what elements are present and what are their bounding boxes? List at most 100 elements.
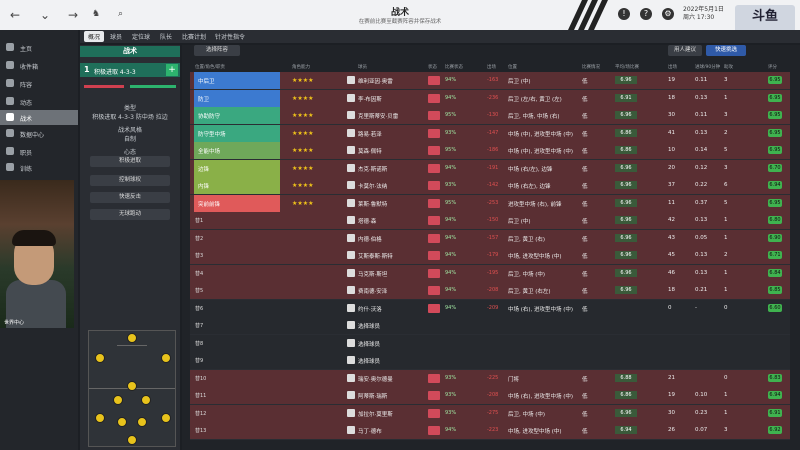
tactic-selector[interactable]: 1 积极进取 4-3-3 +	[80, 63, 180, 77]
search-icon[interactable]: ⌕	[118, 9, 124, 19]
col-player[interactable]: 球员	[358, 65, 367, 70]
col-appearances[interactable]: 出场	[668, 65, 677, 70]
player-dot[interactable]	[127, 333, 137, 343]
tab-players[interactable]: 球员	[110, 34, 123, 41]
tab-set-pieces[interactable]: 定位球	[132, 34, 151, 41]
table-row[interactable]: 突前前锋 ★★★★ 莱斯·鲁默特 95% -253 进攻型中场 (右), 前锋 低 6.96 1…	[190, 194, 790, 213]
table-row[interactable]: 防卫 ★★★★ 李·布因斯 94% -236 后卫 (左/右, 黄卫 (左) 低 6.91 18…	[190, 89, 790, 108]
col-apps[interactable]: 出场	[487, 65, 496, 70]
table-row[interactable]: 内锋 ★★★★ 卡莫尔·法纳 93% -142 中场 (右左), 边锋 低 6.96 37 0.2…	[190, 177, 790, 195]
table-row[interactable]: 替9 选择球员	[190, 352, 790, 370]
table-row[interactable]: 替13 马丁·德布 94% -223 中场, 进攻型中场 (中) 低 6.94 26 0.07 3…	[190, 422, 790, 440]
col-assists[interactable]: 助攻	[724, 65, 733, 70]
player-name[interactable]: 马丁·德布	[358, 429, 382, 435]
forward-arrow-icon[interactable]: →	[68, 8, 79, 22]
col-avg-rating[interactable]: 平均/场比赛	[615, 65, 640, 70]
sidebar-item-home[interactable]: 主页	[0, 40, 78, 55]
player-dot[interactable]	[95, 353, 105, 363]
player-name[interactable]: 路易·若泽	[358, 131, 382, 138]
table-row[interactable]: 替4 马克斯·斯坦 94% -195 后卫, 中场 (中) 低 6.96 46 0.13 1 6.8…	[190, 264, 790, 283]
table-row[interactable]: 替1 塔德·森 94% -150 后卫 (中) 低 6.96 42 0.13 1 6.80	[190, 212, 790, 230]
player-dot[interactable]	[161, 353, 171, 363]
table-row[interactable]: 替7 选择球员	[190, 317, 790, 335]
table-row[interactable]: 替12 加拉尔·莫里斯 93% -275 后卫, 中场 (中) 低 6.96 30 0.23 1 6…	[190, 404, 790, 423]
sidebar-item-data-hub[interactable]: 数据中心	[0, 126, 78, 141]
player-name[interactable]: 莫森·佩特	[358, 149, 382, 155]
position-role-cell[interactable]: 协助防守	[194, 107, 280, 124]
table-row[interactable]: 防守型中场 ★★★★ 路易·若泽 93% -147 中场 (中), 进攻型中场 (中) 低 6…	[190, 124, 790, 143]
player-name[interactable]: 选择球员	[358, 341, 381, 348]
col-role-ability[interactable]: 角色能力	[292, 65, 310, 70]
tab-overview[interactable]: 概况	[84, 31, 105, 42]
sidebar-item-squad[interactable]: 阵容	[0, 76, 78, 91]
position-role-cell[interactable]: 防守型中场	[194, 124, 280, 142]
player-name[interactable]: 阿蒂斯·瑞斯	[358, 394, 388, 400]
col-match-status[interactable]: 比赛情况	[582, 65, 600, 70]
player-dot[interactable]	[113, 395, 123, 405]
player-name[interactable]: 李·布因斯	[358, 96, 382, 103]
quick-pick-button[interactable]: 快速挑选	[706, 45, 746, 56]
sidebar-item-staff[interactable]: 职员	[0, 144, 78, 159]
sidebar-item-training[interactable]: 训练	[0, 160, 78, 175]
player-name[interactable]: 杰克·斯诺斯	[358, 166, 388, 173]
sidebar-item-tactics[interactable]: 战术	[0, 110, 78, 125]
player-name[interactable]: 莱斯·鲁默特	[358, 201, 388, 208]
col-match-fitness[interactable]: 比赛状态	[445, 65, 463, 70]
player-name[interactable]: 费南德·安泽	[358, 289, 388, 295]
player-name[interactable]: 内德·伯格	[358, 236, 382, 243]
col-position[interactable]: 位置/角色/职责	[195, 65, 226, 70]
sidebar-item-dynamics[interactable]: 动态	[0, 94, 78, 109]
player-name[interactable]: 选择球员	[358, 359, 381, 365]
back-arrow-icon[interactable]: ←	[10, 8, 21, 22]
table-row[interactable]: 替8 选择球员	[190, 334, 790, 353]
table-row[interactable]: 替6 约什·沃洛 94% -209 中场 (右), 进攻型中场 (中) 低 0 - 0 6.60	[190, 299, 790, 318]
table-row[interactable]: 替2 内德·伯格 94% -157 后卫, 黄卫 (右) 低 6.96 43 0.05 1 6.90	[190, 229, 790, 248]
mentality-dropdown[interactable]: 积极进取	[90, 156, 170, 167]
player-dot[interactable]	[127, 381, 137, 391]
player-name[interactable]: 加拉尔·莫里斯	[358, 411, 393, 418]
col-rating[interactable]: 评分	[768, 65, 777, 70]
player-name[interactable]: 维利亚因·奥雷	[358, 79, 393, 85]
bulb-icon[interactable]: !	[618, 8, 630, 20]
position-role-cell[interactable]: 防卫	[194, 89, 280, 107]
help-icon[interactable]: ?	[640, 8, 652, 20]
player-dot[interactable]	[141, 395, 151, 405]
assistant-button[interactable]: 用人建议	[668, 45, 702, 56]
position-role-cell[interactable]: 全能中场	[194, 142, 280, 159]
player-name[interactable]: 瑞安·奥尔德曼	[358, 376, 393, 383]
table-row[interactable]: 替5 费南德·安泽 94% -208 后卫, 黄卫 (右左) 低 6.96 18 0.21 1 6.…	[190, 282, 790, 300]
player-name[interactable]: 塔德·森	[358, 219, 377, 225]
position-role-cell[interactable]: 内锋	[194, 177, 280, 194]
table-row[interactable]: 协助防守 ★★★★ 克里斯蒂安·贝雷 95% -130 后卫, 中场, 中场 (右) 低 6.…	[190, 107, 790, 125]
col-positions[interactable]: 位置	[508, 65, 517, 70]
gear-icon[interactable]: ⚙	[662, 8, 674, 20]
player-name[interactable]: 约什·沃洛	[358, 306, 382, 313]
possession-button[interactable]: 控制球权	[90, 175, 170, 186]
player-name[interactable]: 选择球员	[358, 324, 381, 330]
position-role-cell[interactable]: 中后卫	[194, 72, 280, 89]
table-row[interactable]: 替11 阿蒂斯·瑞斯 93% -208 中场 (右), 进攻型中场 (中) 低 6.86 19…	[190, 387, 790, 405]
col-condition[interactable]: 状态	[428, 65, 437, 70]
club-logo-icon[interactable]: ♞	[92, 9, 101, 19]
movement-button[interactable]: 无球跑动	[90, 209, 170, 220]
position-role-cell[interactable]: 边锋	[194, 159, 280, 177]
tab-opposition[interactable]: 针对性指令	[215, 34, 246, 41]
tactics-header[interactable]: 战术	[80, 46, 180, 57]
player-name[interactable]: 克里斯蒂安·贝雷	[358, 114, 399, 120]
tab-captain[interactable]: 队长	[160, 34, 173, 41]
table-row[interactable]: 边锋 ★★★★ 杰克·斯诺斯 94% -191 中场 (右/左), 边锋 低 6.96 20 0.…	[190, 159, 790, 178]
chevron-down-icon[interactable]: ⌄	[40, 8, 51, 22]
player-dot[interactable]	[117, 417, 127, 427]
table-row[interactable]: 中后卫 ★★★★ 维利亚因·奥雷 94% -163 后卫 (中) 低 6.96 19 0.11 3 6…	[190, 72, 790, 90]
sidebar-item-inbox[interactable]: 收件箱	[0, 58, 78, 73]
player-dot[interactable]	[137, 417, 147, 427]
player-dot[interactable]	[161, 413, 171, 423]
player-dot[interactable]	[127, 435, 137, 445]
add-tactic-button[interactable]: +	[166, 64, 178, 76]
table-row[interactable]: 替10 瑞安·奥尔德曼 93% -225 门将 低 6.88 21 0 6.83	[190, 369, 790, 388]
table-row[interactable]: 全能中场 ★★★★ 莫森·佩特 95% -186 中场 (中), 进攻型中场 (中) 低 6.…	[190, 142, 790, 160]
player-dot[interactable]	[95, 413, 105, 423]
tab-match-plan[interactable]: 比赛计划	[182, 34, 207, 41]
player-name[interactable]: 马克斯·斯坦	[358, 271, 388, 278]
col-goals-per90[interactable]: 进球/90分钟	[695, 65, 721, 70]
